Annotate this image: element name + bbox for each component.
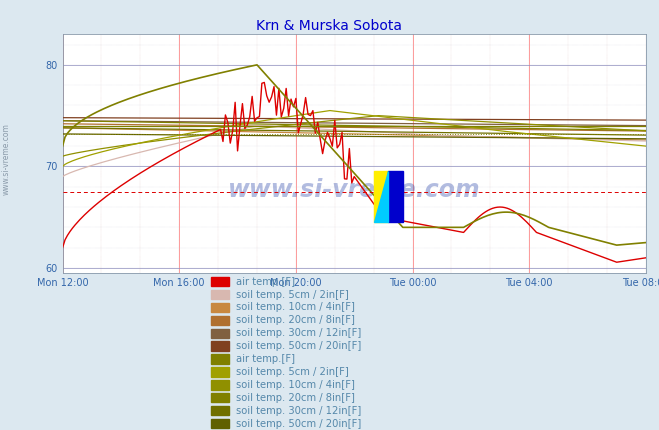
Text: www.si-vreme.com: www.si-vreme.com	[228, 178, 480, 202]
Text: soil temp. 10cm / 4in[F]: soil temp. 10cm / 4in[F]	[236, 380, 355, 390]
Bar	[388, 172, 403, 222]
Text: soil temp. 50cm / 20in[F]: soil temp. 50cm / 20in[F]	[236, 418, 361, 429]
Text: air temp.[F]: air temp.[F]	[236, 276, 295, 287]
Text: soil temp. 20cm / 8in[F]: soil temp. 20cm / 8in[F]	[236, 315, 355, 326]
Text: soil temp. 50cm / 20in[F]: soil temp. 50cm / 20in[F]	[236, 341, 361, 351]
Text: soil temp. 5cm / 2in[F]: soil temp. 5cm / 2in[F]	[236, 289, 349, 300]
Polygon shape	[374, 172, 388, 222]
Text: air temp.[F]: air temp.[F]	[236, 354, 295, 364]
Text: www.si-vreme.com: www.si-vreme.com	[2, 123, 11, 195]
Text: Krn & Murska Sobota: Krn & Murska Sobota	[256, 19, 403, 34]
Bar	[374, 172, 388, 222]
Text: soil temp. 10cm / 4in[F]: soil temp. 10cm / 4in[F]	[236, 302, 355, 313]
Text: soil temp. 5cm / 2in[F]: soil temp. 5cm / 2in[F]	[236, 367, 349, 377]
Text: soil temp. 30cm / 12in[F]: soil temp. 30cm / 12in[F]	[236, 405, 361, 416]
Text: soil temp. 20cm / 8in[F]: soil temp. 20cm / 8in[F]	[236, 393, 355, 403]
Text: soil temp. 30cm / 12in[F]: soil temp. 30cm / 12in[F]	[236, 328, 361, 338]
